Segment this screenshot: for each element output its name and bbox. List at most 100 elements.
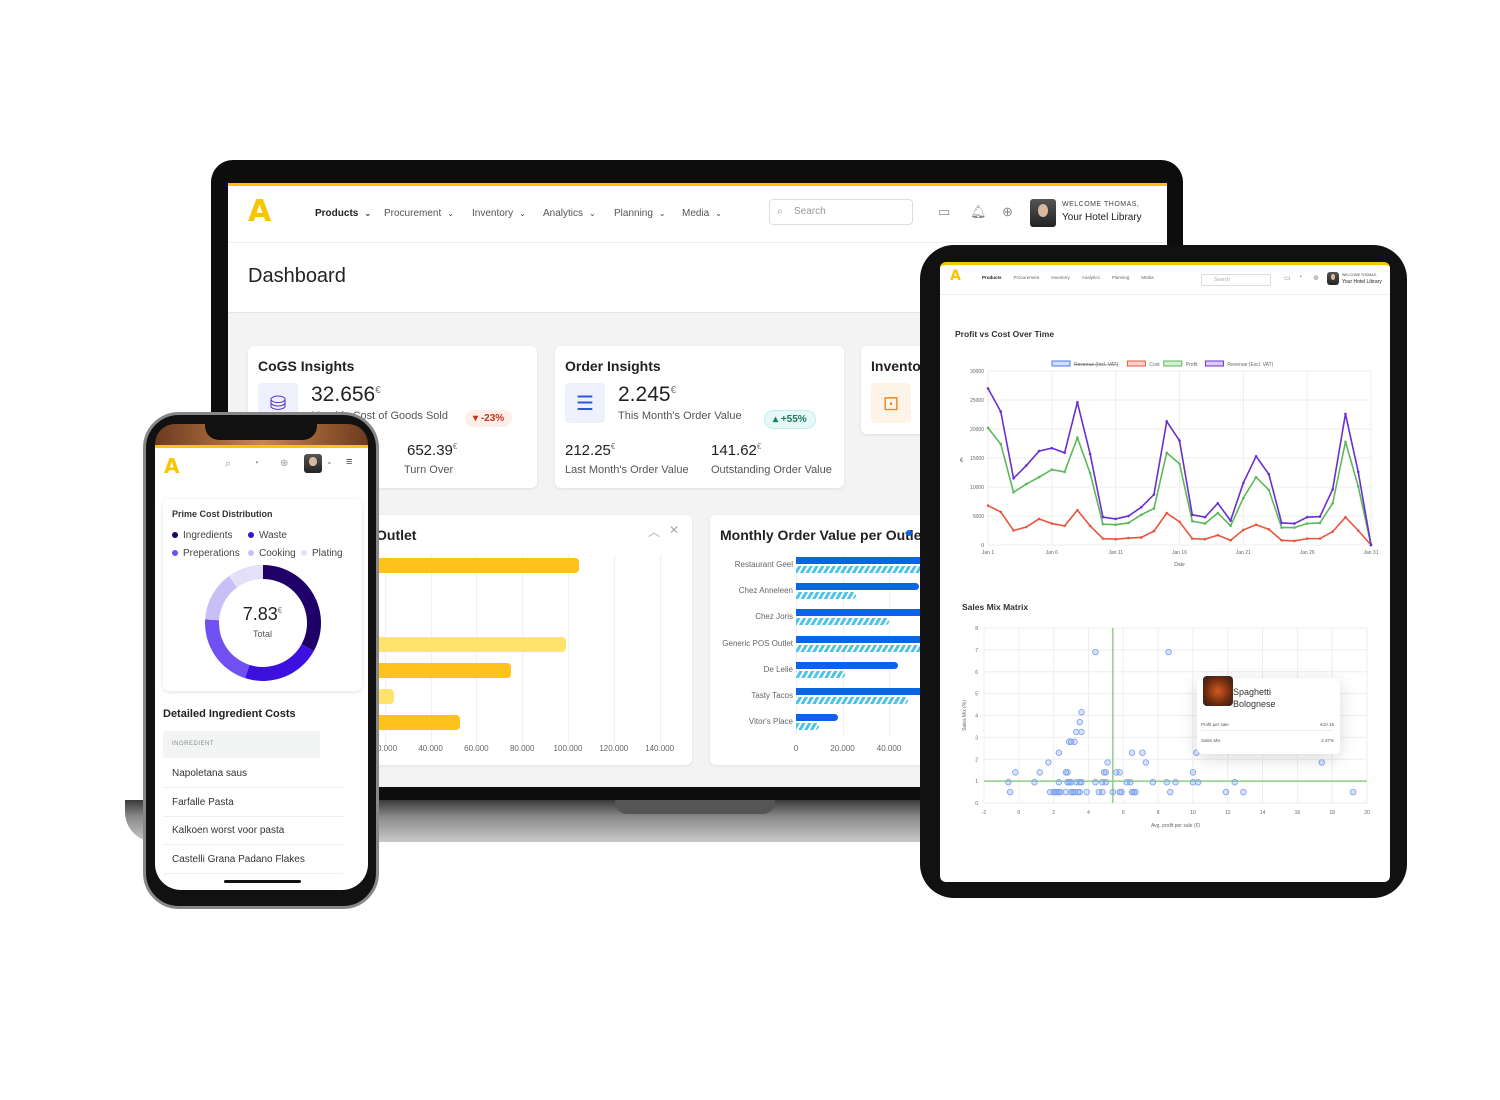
currency: € (277, 606, 283, 615)
data-point (1127, 521, 1130, 525)
scatter-point (1142, 759, 1150, 766)
brand-logo[interactable]: A (164, 454, 180, 478)
currency: € (670, 385, 677, 396)
nav-planning[interactable]: Planning (1111, 275, 1130, 280)
bar (339, 662, 511, 678)
scatter-point (1231, 779, 1238, 786)
data-point (1025, 482, 1028, 486)
scatter-point (1067, 779, 1075, 786)
scatter-point (1099, 788, 1106, 796)
scatter-point (1189, 769, 1197, 776)
globe-icon[interactable]: ⊕ (1313, 275, 1319, 282)
nav-inventory[interactable]: Inventory ⌄ (472, 208, 526, 219)
y-tick-label: 30000 (970, 369, 984, 375)
data-point (1318, 515, 1322, 518)
brand-logo[interactable]: A (248, 194, 272, 229)
nav-planning[interactable]: Planning ⌄ (614, 208, 666, 219)
scatter-point (1067, 738, 1075, 745)
search-icon[interactable]: ⌕ (225, 458, 232, 470)
bell-icon[interactable]: ◔ (253, 458, 260, 469)
prime-cost-card: Prime Cost Distribution Ingredients Waste… (163, 499, 362, 691)
nav-inventory[interactable]: Inventory (1051, 275, 1070, 280)
scatter-point (1165, 648, 1172, 656)
nav-products[interactable]: Products ⌄ (315, 208, 371, 219)
nav-media[interactable]: Media (1141, 275, 1154, 280)
scatter-point (1006, 788, 1014, 796)
library-name[interactable]: Your Hotel Library (1342, 279, 1382, 285)
nav-procurement[interactable]: Procurement (1013, 275, 1040, 280)
legend-dot (248, 550, 254, 557)
x-tick-label: 40.000 (418, 744, 443, 753)
data-point (986, 387, 990, 390)
collapse-icon[interactable]: ︿ (648, 525, 661, 539)
scatter-point (1057, 788, 1064, 796)
legend-swatch (1126, 360, 1146, 367)
data-point (1331, 501, 1334, 505)
close-icon[interactable]: ✕ (669, 523, 680, 537)
x-tick-label: Jan 31 (1363, 550, 1378, 556)
avatar[interactable] (1030, 199, 1056, 227)
scatter-point (1071, 738, 1078, 745)
profit-label: Profit per sale (1201, 722, 1229, 727)
x-tick-label: Jan 21 (1236, 550, 1251, 556)
chat-icon[interactable]: ▭ (1284, 275, 1291, 282)
data-point (1063, 470, 1066, 474)
bar-hatched (796, 697, 908, 704)
scatter-point (1318, 759, 1325, 766)
table-row[interactable]: Kalkoen worst voor pasta (163, 816, 343, 845)
nav-analytics[interactable]: Analytics (1081, 275, 1100, 280)
scatter-point (1139, 749, 1146, 756)
data-point (1063, 451, 1066, 455)
x-tick-label: 20.000 (372, 744, 398, 753)
table-row[interactable]: Farfalle Pasta (163, 788, 343, 817)
data-point (1025, 525, 1028, 529)
scatter-point (1194, 779, 1202, 786)
bell-icon[interactable]: 🔔︎ (970, 204, 987, 219)
grid-line (613, 555, 615, 745)
legend-item: Plating (301, 548, 343, 559)
data-point (1127, 536, 1130, 540)
welcome-text: WELCOME THOMAS, (1342, 273, 1377, 277)
data-point (1254, 454, 1258, 458)
y-tick-label: 15000 (970, 456, 984, 462)
data-point (1037, 475, 1041, 479)
search-input[interactable]: Search (1201, 274, 1271, 286)
nav-analytics[interactable]: Analytics ⌄ (543, 208, 596, 219)
data-point (1344, 440, 1347, 444)
legend-label: Cooking (259, 548, 296, 559)
home-indicator[interactable] (224, 880, 301, 883)
nav-label: Media (682, 208, 710, 219)
library-name[interactable]: Your Hotel Library (1062, 212, 1142, 223)
badge-value: +55% (780, 414, 807, 425)
brand-logo[interactable]: A (950, 268, 961, 284)
category-label: Vitor's Place (748, 717, 793, 727)
legend-dot (248, 532, 254, 539)
nav-procurement[interactable]: Procurement ⌄ (384, 208, 454, 219)
tablet-screen: A Products Procurement Inventory Analyti… (940, 262, 1390, 882)
menu-icon[interactable]: ≡ (346, 456, 353, 468)
scatter-point (1130, 788, 1137, 796)
avatar[interactable] (1327, 272, 1339, 285)
search-input[interactable]: ⌕ Search (769, 199, 913, 225)
scatter-point (1102, 779, 1110, 786)
nav-media[interactable]: Media ⌄ (682, 208, 722, 219)
nav-products[interactable]: Products (982, 275, 1002, 280)
column-header-ingredient[interactable]: INGREDIENT (163, 731, 320, 758)
legend-swatch (1163, 360, 1183, 367)
category-label: De Lelie (763, 664, 793, 674)
x-tick-label: 0 (1017, 810, 1020, 816)
table-row[interactable]: Castelli Grana Padano Flakes (163, 845, 343, 874)
globe-icon[interactable]: ⊕ (1002, 204, 1013, 219)
table-row[interactable]: Napoletana saus (163, 759, 343, 788)
avatar[interactable] (304, 454, 322, 473)
data-point (986, 504, 990, 507)
bell-icon[interactable]: ◔ (1298, 274, 1303, 281)
data-point (1229, 519, 1232, 522)
chevron-down-icon[interactable]: ⌄ (326, 457, 333, 466)
y-tick-label: 0 (975, 801, 978, 807)
scatter-point (1092, 648, 1099, 656)
chat-icon[interactable]: ▭ (938, 204, 951, 219)
globe-icon[interactable]: ⊕ (280, 458, 289, 469)
data-point (1203, 515, 1207, 519)
category-label: Tasty Tacos (751, 691, 793, 700)
